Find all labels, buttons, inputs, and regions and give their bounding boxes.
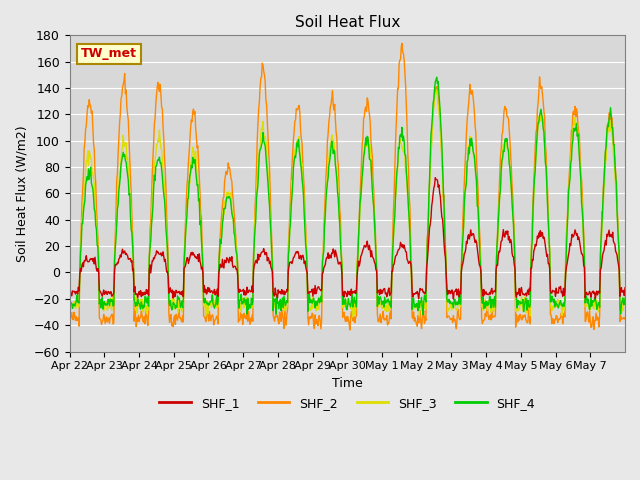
- Y-axis label: Soil Heat Flux (W/m2): Soil Heat Flux (W/m2): [15, 125, 28, 262]
- Title: Soil Heat Flux: Soil Heat Flux: [294, 15, 400, 30]
- X-axis label: Time: Time: [332, 377, 363, 390]
- Legend: SHF_1, SHF_2, SHF_3, SHF_4: SHF_1, SHF_2, SHF_3, SHF_4: [154, 392, 540, 415]
- Text: TW_met: TW_met: [81, 48, 137, 60]
